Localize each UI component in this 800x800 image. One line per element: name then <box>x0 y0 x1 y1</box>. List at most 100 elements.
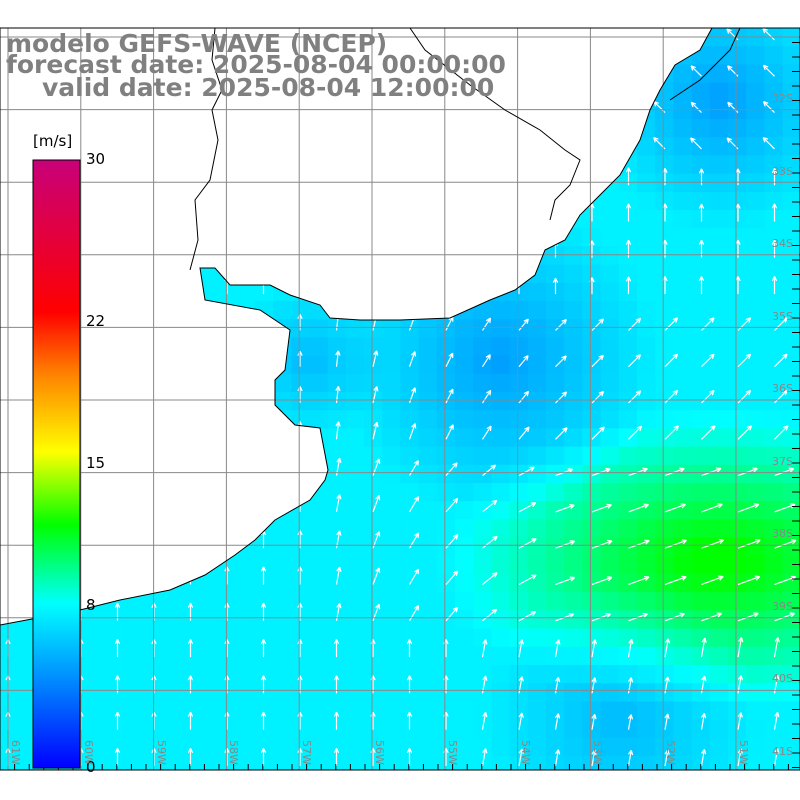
speed-cell <box>182 155 201 175</box>
speed-cell <box>309 119 329 138</box>
speed-cell <box>182 719 201 739</box>
speed-cell <box>673 610 693 630</box>
speed-cell <box>709 282 729 302</box>
speed-cell <box>600 355 620 375</box>
speed-cell <box>127 555 147 575</box>
speed-cell <box>273 592 292 611</box>
speed-cell <box>218 155 238 175</box>
speed-cell <box>782 464 800 484</box>
speed-cell <box>546 137 565 156</box>
speed-cell <box>382 410 401 429</box>
speed-cell <box>582 537 602 557</box>
speed-cell <box>291 555 310 575</box>
speed-cell <box>637 155 656 175</box>
speed-cell <box>473 392 492 411</box>
speed-cell <box>746 137 765 156</box>
wind-arrow <box>406 711 413 730</box>
speed-cell <box>764 483 784 502</box>
speed-cell <box>600 574 620 593</box>
speed-cell <box>673 683 693 702</box>
speed-cell <box>564 337 583 357</box>
speed-cell <box>109 701 128 721</box>
speed-cell <box>746 155 765 175</box>
speed-cell <box>600 537 620 557</box>
speed-cell <box>0 410 19 429</box>
speed-cell <box>418 210 438 229</box>
speed-cell <box>109 519 128 539</box>
speed-cell <box>655 410 674 429</box>
speed-cell <box>200 574 219 593</box>
speed-cell <box>473 610 492 630</box>
speed-cell <box>637 301 656 320</box>
speed-cell <box>527 737 547 757</box>
speed-cell <box>127 483 147 502</box>
speed-cell <box>145 137 165 156</box>
speed-cell <box>364 100 383 120</box>
speed-cell <box>455 355 474 375</box>
speed-cell <box>546 46 565 65</box>
speed-cell <box>582 574 602 593</box>
speed-cell <box>582 264 602 284</box>
speed-cell <box>145 355 165 375</box>
speed-cell <box>127 737 147 757</box>
speed-cell <box>436 246 456 266</box>
longitude-label: 60W <box>81 740 95 765</box>
speed-cell <box>691 264 711 284</box>
speed-cell <box>273 210 292 229</box>
speed-cell <box>728 483 747 502</box>
speed-cell <box>273 246 292 266</box>
speed-cell <box>345 683 365 702</box>
wind-arrow <box>187 493 194 512</box>
speed-cell <box>782 665 800 684</box>
speed-cell <box>273 646 292 666</box>
wind-arrow <box>737 637 744 658</box>
speed-cell <box>200 100 219 120</box>
speed-cell <box>782 501 800 520</box>
speed-cell <box>200 464 219 484</box>
speed-cell <box>163 373 183 393</box>
speed-cell <box>691 555 711 575</box>
longitude-label: 53W <box>591 740 605 765</box>
speed-cell <box>527 428 547 448</box>
speed-cell <box>491 155 511 175</box>
speed-cell <box>582 155 602 175</box>
speed-cell <box>163 646 183 666</box>
speed-cell <box>455 719 474 739</box>
speed-cell <box>309 519 329 539</box>
speed-cell <box>182 246 201 266</box>
speed-cell <box>418 228 438 247</box>
speed-cell <box>72 100 92 120</box>
speed-cell <box>673 210 693 229</box>
speed-cell <box>382 319 401 338</box>
speed-cell <box>491 191 511 211</box>
speed-cell <box>254 646 274 666</box>
speed-cell <box>436 628 456 648</box>
speed-cell <box>382 155 401 175</box>
speed-cell <box>527 574 547 593</box>
speed-cell <box>218 173 238 193</box>
wind-arrow <box>408 496 420 513</box>
speed-cell <box>691 592 711 611</box>
speed-cell <box>473 119 492 138</box>
speed-cell <box>0 646 19 666</box>
wind-arrow <box>260 566 267 585</box>
speed-cell <box>691 228 711 247</box>
speed-cell <box>673 301 693 320</box>
speed-cell <box>728 355 747 375</box>
speed-cell <box>527 246 547 266</box>
speed-cell <box>145 501 165 520</box>
speed-cell <box>0 756 19 770</box>
wind-arrow <box>187 639 194 658</box>
speed-cell <box>236 264 256 284</box>
colorbar <box>32 159 81 769</box>
speed-cell <box>746 665 765 684</box>
wind-arrow <box>627 638 634 658</box>
speed-cell <box>127 264 147 284</box>
speed-cell <box>600 246 620 266</box>
speed-cell <box>291 119 310 138</box>
speed-cell <box>673 46 693 65</box>
wind-arrow <box>335 494 342 513</box>
speed-cell <box>0 355 19 375</box>
speed-cell <box>582 46 602 65</box>
speed-cell <box>127 574 147 593</box>
